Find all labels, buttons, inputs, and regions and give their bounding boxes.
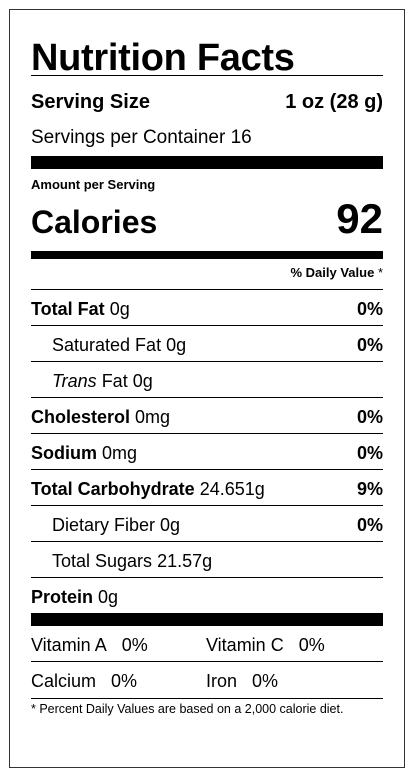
nutrient-label: Total Fat	[31, 299, 105, 319]
nutrient-amount: 0g	[109, 299, 130, 319]
medium-divider	[31, 251, 383, 259]
servings-per-container-label: Servings per Container	[31, 127, 226, 148]
vitamin-value: 0%	[111, 671, 138, 691]
serving-size-row: Serving Size 1 oz (28 g)	[31, 90, 383, 114]
serving-size-value: 1 oz (28 g)	[285, 91, 383, 113]
divider	[31, 661, 383, 662]
nutrient-row-dietary-fiber: Dietary Fiber 0g 0%	[31, 514, 383, 536]
nutrient-row-sodium: Sodium 0mg 0%	[31, 442, 383, 464]
nutrient-label-italic: Trans	[52, 371, 97, 391]
divider	[31, 577, 383, 578]
nutrient-row-total-carbohydrate: Total Carbohydrate 24.651g 9%	[31, 478, 383, 500]
divider	[31, 469, 383, 470]
nutrient-label: Saturated Fat	[52, 335, 162, 355]
calories-label: Calories	[31, 204, 158, 240]
vitamin-label: Iron	[206, 671, 238, 691]
label-title: Nutrition Facts	[31, 37, 295, 79]
divider	[31, 397, 383, 398]
thick-divider	[31, 613, 383, 626]
nutrient-amount: 24.651g	[199, 479, 265, 499]
calories-value: 92	[336, 195, 383, 242]
serving-size-label: Serving Size	[31, 91, 150, 113]
nutrient-row-protein: Protein 0g	[31, 586, 383, 608]
divider	[31, 505, 383, 506]
nutrient-dv: 0%	[356, 335, 383, 355]
vitamin-label: Calcium	[31, 671, 97, 691]
divider	[31, 325, 383, 326]
nutrient-dv: 9%	[356, 479, 383, 499]
nutrient-row-total-fat: Total Fat 0g 0%	[31, 298, 383, 320]
daily-value-header: % Daily Value *	[31, 265, 383, 281]
vitamin-a: Vitamin A 0%	[31, 634, 148, 656]
nutrient-label: Total Sugars	[52, 551, 153, 571]
nutrient-label: Cholesterol	[31, 407, 131, 427]
nutrition-facts-label: Nutrition Facts Serving Size 1 oz (28 g)…	[9, 9, 405, 768]
vitamin-value: 0%	[121, 635, 148, 655]
divider	[31, 361, 383, 362]
divider	[31, 698, 383, 699]
nutrient-amount: 0mg	[135, 407, 171, 427]
nutrient-dv: 0%	[356, 407, 383, 427]
vitamin-label: Vitamin A	[31, 635, 107, 655]
servings-per-container-value: 16	[230, 127, 252, 148]
nutrient-amount: 0g	[160, 515, 181, 535]
nutrient-dv: 0%	[356, 515, 383, 535]
daily-value-header-text: % Daily Value	[290, 265, 375, 280]
nutrient-label: Sodium	[31, 443, 97, 463]
calcium: Calcium 0%	[31, 670, 137, 692]
amount-per-serving: Amount per Serving	[31, 177, 156, 192]
nutrient-amount: 0g	[132, 371, 153, 391]
vitamin-value: 0%	[298, 635, 325, 655]
nutrient-dv: 0%	[356, 443, 383, 463]
nutrient-row-saturated-fat: Saturated Fat 0g 0%	[31, 334, 383, 356]
vitamin-label: Vitamin C	[206, 635, 284, 655]
nutrient-amount: 0g	[98, 587, 119, 607]
iron: Iron 0%	[206, 670, 278, 692]
nutrient-label: Protein	[31, 587, 94, 607]
nutrient-amount: 0mg	[102, 443, 138, 463]
divider	[31, 289, 383, 290]
nutrient-label: Dietary Fiber	[52, 515, 156, 535]
thick-divider	[31, 156, 383, 169]
divider	[31, 541, 383, 542]
divider	[31, 433, 383, 434]
nutrient-label: Fat	[96, 371, 128, 391]
nutrient-row-cholesterol: Cholesterol 0mg 0%	[31, 406, 383, 428]
nutrient-label: Total Carbohydrate	[31, 479, 195, 499]
vitamin-value: 0%	[252, 671, 279, 691]
daily-value-marker: *	[377, 265, 383, 280]
vitamin-c: Vitamin C 0%	[206, 634, 325, 656]
nutrient-row-trans-fat: Trans Fat 0g	[31, 370, 383, 392]
nutrient-amount: 0g	[166, 335, 187, 355]
nutrient-amount: 21.57g	[157, 551, 213, 571]
nutrient-row-total-sugars: Total Sugars 21.57g	[31, 550, 383, 572]
servings-per-container-row: Servings per Container 16	[31, 127, 383, 149]
nutrient-dv: 0%	[356, 299, 383, 319]
divider	[31, 75, 383, 76]
footnote: * Percent Daily Values are based on a 2,…	[31, 702, 344, 716]
